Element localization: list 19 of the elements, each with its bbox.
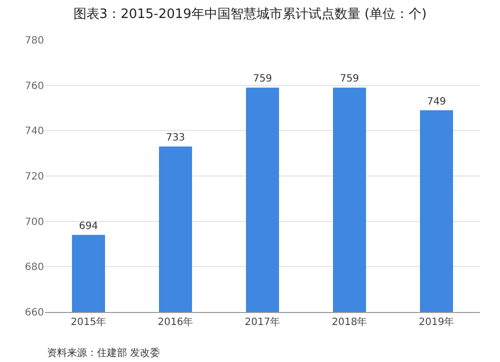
y-tick-label: 700: [24, 216, 44, 228]
data-label: 759: [252, 74, 272, 85]
data-label: 733: [166, 132, 186, 144]
y-tick-label: 740: [24, 126, 44, 138]
x-tick-label: 2019年: [418, 316, 454, 328]
y-tick-label: 660: [24, 308, 44, 318]
x-tick-label: 2016年: [158, 316, 194, 328]
y-tick-label: 720: [24, 172, 44, 182]
data-label: 749: [426, 96, 446, 108]
x-tick-label: 2017年: [244, 316, 280, 328]
x-tick-label: 2015年: [70, 316, 106, 328]
y-tick-label: 780: [24, 36, 44, 46]
text: 资料来源：住建部 发改委: [47, 347, 160, 359]
y-tick-label: 680: [24, 262, 44, 274]
chart-title: 图表3：2015-2019年中国智慧城市累计试点数量 (单位：个): [73, 7, 427, 22]
x-tick-label: 2018年: [332, 316, 368, 328]
data-label: 759: [340, 74, 360, 85]
y-tick-label: 760: [24, 80, 44, 92]
data-label: 694: [78, 220, 98, 232]
